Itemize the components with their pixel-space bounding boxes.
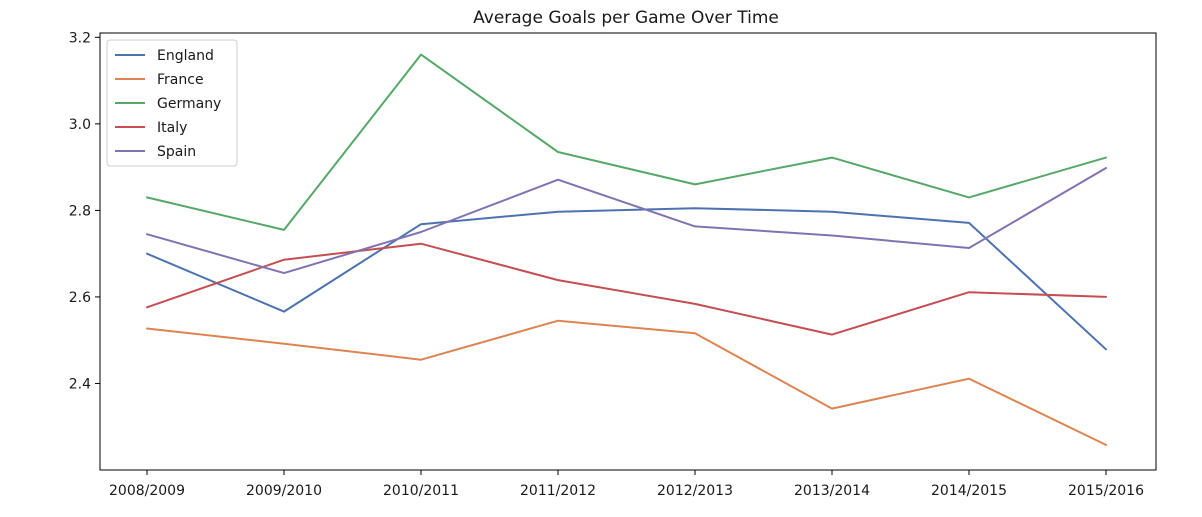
x-tick-label: 2015/2016 <box>1068 483 1144 499</box>
x-tick-label: 2010/2011 <box>383 483 459 499</box>
series-line-italy <box>146 242 1107 336</box>
x-tick-label: 2012/2013 <box>657 483 733 499</box>
legend-label-italy: Italy <box>157 120 187 136</box>
x-tick-label: 2014/2015 <box>931 483 1007 499</box>
axes-frame <box>99 32 1157 471</box>
y-tick-label: 2.8 <box>69 203 91 219</box>
x-tick-label: 2008/2009 <box>109 483 185 499</box>
plot-area: 2.4 2.6 2.8 3.0 3.2 2008/2009 2009/2010 2010/20… <box>69 30 1157 499</box>
x-tick-label: 2009/2010 <box>246 483 322 499</box>
y-tick-label: 2.4 <box>69 376 91 392</box>
series-line-england <box>146 207 1107 351</box>
y-tick-label: 3.2 <box>69 30 91 46</box>
series-line-germany <box>146 53 1107 231</box>
x-tick-label: 2011/2012 <box>520 483 596 499</box>
y-tick-label: 2.6 <box>69 290 91 306</box>
legend-box <box>106 39 238 167</box>
legend-label-spain: Spain <box>157 144 196 160</box>
series-line-france <box>146 319 1107 446</box>
legend: England France Germany Italy Spain <box>106 39 238 167</box>
legend-label-germany: Germany <box>157 96 221 112</box>
legend-label-england: England <box>157 48 214 64</box>
chart-title: Average Goals per Game Over Time <box>473 8 779 28</box>
series-line-spain <box>146 167 1107 275</box>
x-tick-label: 2013/2014 <box>794 483 870 499</box>
legend-label-france: France <box>157 72 204 88</box>
y-tick-label: 3.0 <box>69 117 91 133</box>
